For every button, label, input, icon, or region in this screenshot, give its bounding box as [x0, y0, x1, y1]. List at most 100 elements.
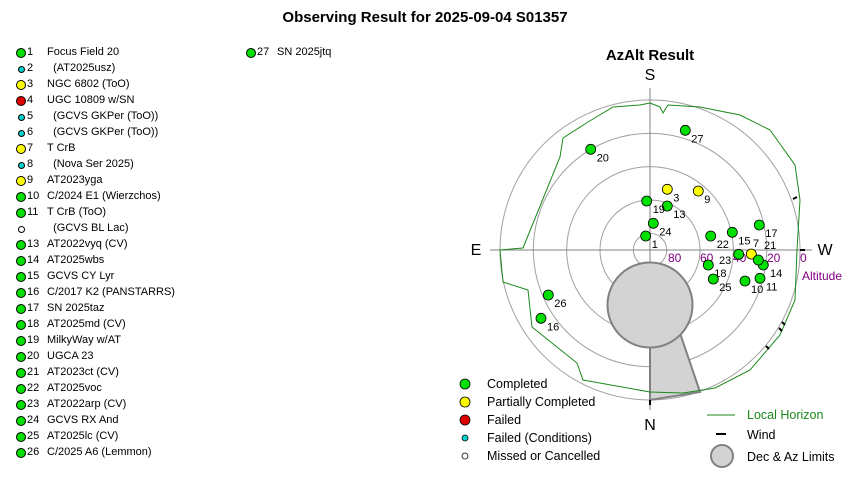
altitude-tick-label: 0	[800, 251, 807, 265]
target-point[interactable]: 20	[585, 143, 609, 164]
target-point[interactable]: 24	[647, 217, 672, 238]
status-dot-icon	[16, 192, 26, 202]
target-marker[interactable]	[679, 124, 691, 136]
legend-missed-icon	[461, 452, 469, 460]
azalt-title: AzAlt Result	[606, 47, 694, 64]
target-number: 23	[27, 398, 40, 410]
target-point-label: 1	[652, 239, 658, 251]
status-dot-icon	[16, 176, 26, 186]
target-marker[interactable]	[585, 143, 597, 155]
target-marker[interactable]	[754, 272, 766, 284]
target-name: T CrB (ToO)	[47, 206, 107, 218]
target-number: 8	[27, 158, 34, 170]
status-dot-icon	[17, 161, 25, 169]
target-point-label: 20	[597, 152, 609, 164]
target-point[interactable]: 25	[707, 273, 732, 294]
target-name: C/2024 E1 (Wierzchos)	[47, 190, 161, 202]
target-point[interactable]: 22	[705, 230, 729, 251]
target-number: 21	[27, 366, 40, 378]
target-point[interactable]: 13	[661, 200, 686, 221]
target-marker[interactable]	[641, 195, 653, 207]
target-point[interactable]: 27	[679, 124, 704, 145]
target-marker[interactable]	[542, 289, 554, 301]
status-dot-icon	[16, 384, 26, 394]
target-name: AT2025wbs	[47, 254, 105, 266]
status-dot-icon	[17, 225, 25, 233]
status-dot-icon	[16, 336, 26, 346]
target-point[interactable]: 26	[542, 289, 567, 310]
target-marker[interactable]	[726, 226, 738, 238]
status-dot-icon	[16, 256, 26, 266]
target-name: (Nova Ser 2025)	[47, 158, 134, 170]
target-marker[interactable]	[745, 248, 757, 260]
compass-south: S	[645, 67, 656, 84]
status-dot-icon	[16, 304, 26, 314]
target-number: 19	[27, 334, 40, 346]
target-number: 20	[27, 350, 40, 362]
target-marker[interactable]	[535, 312, 547, 324]
target-point-label: 17	[765, 228, 777, 240]
target-name: MilkyWay w/AT	[47, 334, 121, 346]
target-point[interactable]: 1	[640, 230, 658, 251]
target-point[interactable]: 21	[752, 240, 776, 266]
target-number: 24	[27, 414, 40, 426]
target-point-label: 15	[738, 235, 750, 247]
target-marker[interactable]	[661, 183, 673, 195]
target-point[interactable]: 3	[661, 183, 679, 204]
target-point[interactable]: 17	[753, 219, 778, 240]
legend-completed: Completed	[487, 377, 547, 391]
status-dot-icon	[16, 240, 26, 250]
altitude-tick-label: 20	[767, 251, 781, 265]
legend-partial-icon	[459, 396, 471, 408]
target-point[interactable]: 11	[754, 272, 777, 293]
status-dot-icon	[16, 96, 26, 106]
status-dot-icon	[16, 448, 26, 458]
legend-wind: Wind	[747, 428, 776, 442]
target-name: AT2022vyq (CV)	[47, 238, 128, 250]
target-point[interactable]: 10	[739, 275, 763, 296]
target-marker[interactable]	[702, 259, 714, 271]
status-dot-icon	[16, 80, 26, 90]
target-name: NGC 6802 (ToO)	[47, 78, 130, 90]
target-number: 25	[27, 430, 40, 442]
target-point[interactable]: 9	[692, 185, 710, 206]
target-marker[interactable]	[640, 230, 652, 242]
target-name: UGC 10809 w/SN	[47, 94, 135, 106]
target-marker[interactable]	[705, 230, 717, 242]
target-marker[interactable]	[753, 219, 765, 231]
target-marker[interactable]	[692, 185, 704, 197]
target-number: 27	[257, 46, 270, 58]
target-number: 18	[27, 318, 40, 330]
target-number: 3	[27, 78, 34, 90]
target-name: AT2023ct (CV)	[47, 366, 119, 378]
legend-partial: Partially Completed	[487, 395, 595, 409]
target-point-label: 13	[673, 209, 685, 221]
target-point[interactable]: 15	[726, 226, 751, 247]
target-name: (GCVS GKPer (ToO))	[47, 126, 159, 138]
target-marker[interactable]	[647, 217, 659, 229]
status-dot-icon	[16, 368, 26, 378]
dec-limit-circle	[606, 261, 694, 349]
target-number: 2	[27, 62, 34, 74]
target-marker[interactable]	[733, 248, 745, 260]
target-marker[interactable]	[707, 273, 719, 285]
target-point-label: 27	[691, 133, 703, 145]
legend-failed_conditions: Failed (Conditions)	[487, 431, 592, 445]
target-number: 7	[27, 142, 34, 154]
target-marker[interactable]	[739, 275, 751, 287]
wind-markers	[649, 196, 805, 405]
legend-failed_conditions-icon	[461, 434, 469, 442]
target-point-label: 24	[659, 226, 671, 238]
status-dot-icon	[16, 320, 26, 330]
target-point-label: 16	[547, 321, 559, 333]
target-point[interactable]: 23	[719, 248, 745, 267]
target-marker[interactable]	[661, 200, 673, 212]
target-point[interactable]: 19	[641, 195, 665, 216]
target-marker[interactable]	[752, 254, 764, 266]
target-point[interactable]: 16	[535, 312, 559, 333]
target-point[interactable]: 7	[745, 238, 759, 260]
target-name: AT2023yga	[47, 174, 103, 186]
target-number: 13	[27, 238, 40, 250]
legend-failed: Failed	[487, 413, 521, 427]
target-number: 5	[27, 110, 34, 122]
